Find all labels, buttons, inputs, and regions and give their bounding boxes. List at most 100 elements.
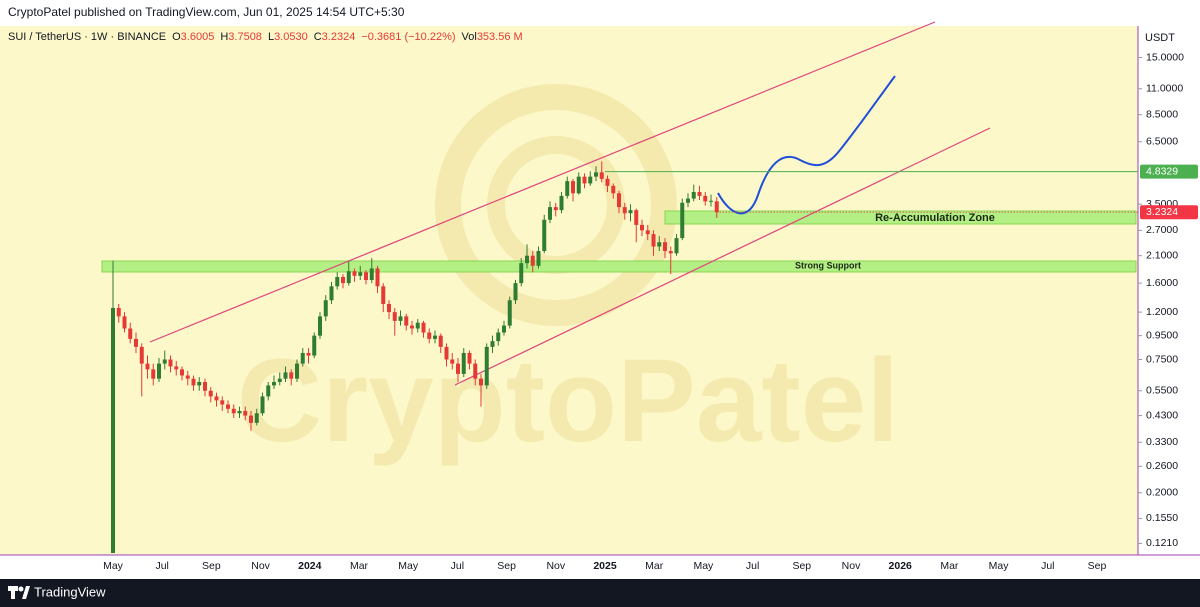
candle-body [657,242,662,247]
legend-key: C [314,31,322,43]
y-tick-label: 8.5000 [1146,109,1178,121]
y-tick-label: 1.6000 [1146,277,1178,289]
y-tick-label: 0.3300 [1146,436,1178,448]
watermark-text: CryptoPatel [237,335,899,467]
y-tick-label: 1.2000 [1146,306,1178,318]
candle-body [231,408,236,414]
legend-value: −0.3681 (−10.22%) [361,31,455,43]
candle-body [243,410,248,416]
y-tick-label: 2.7000 [1146,224,1178,236]
candle-body [421,322,426,333]
x-tick-label: May [103,560,124,572]
y-tick-label: 15.0000 [1146,51,1184,63]
zones: Strong Support Re-Accumulation Zone [101,210,1137,273]
x-tick-label: Nov [251,560,270,572]
candle-body [530,255,535,266]
candle-body [272,381,276,386]
logo-part [18,586,24,592]
candle-body [559,195,564,211]
legend-symbol: SUI / TetherUS · 1W · BINANCE [8,31,166,43]
candle-body [226,404,230,409]
candle-body [438,335,443,347]
y-tick-label: 0.7500 [1146,353,1178,365]
candle-body [387,304,391,313]
x-tick-label: Jul [155,560,168,572]
footer-bar [0,579,1200,607]
accumulation-label: Re-Accumulation Zone [875,212,995,224]
x-tick-label: Mar [645,560,664,572]
candle-body [306,352,311,356]
candle-body [645,230,650,235]
candle-body [381,286,386,305]
candle-body [461,352,466,374]
candle-body [174,366,179,370]
plot-background [0,26,1138,555]
x-tick-label: Mar [940,560,959,572]
legend-key: L [268,31,274,43]
candle-body [467,352,472,364]
watermark: CryptoPatel [237,84,899,467]
x-tick-label: Mar [350,560,369,572]
candle-body [341,276,345,284]
support-label: Strong Support [795,260,861,270]
candle-body [134,338,138,347]
candle-body [588,176,593,184]
candle-body [507,300,512,326]
channel-upper [149,21,936,343]
candle-body [352,271,357,276]
y-tick-label: 0.4300 [1146,409,1178,421]
candle-body [663,242,667,252]
candle-body [691,192,696,199]
candle-body [582,176,587,184]
candle-body [565,181,570,196]
candle-body [404,316,409,326]
candle-body [398,316,403,321]
legend-key: Vol [462,31,477,43]
candle-body [427,332,432,339]
y-tick-label: 0.5500 [1146,385,1178,397]
candle-body [151,369,156,379]
candle-body [191,378,196,386]
last-price-box [1140,205,1198,220]
candle-body [283,372,288,379]
candle-body [576,176,581,194]
candle-body [203,381,207,391]
candle-body [714,201,719,213]
x-tick-label: Sep [202,560,221,572]
candle-body [295,363,299,379]
y-tick-label: 0.1210 [1146,537,1178,549]
candle-body [433,335,437,339]
candle-body [456,363,460,374]
candle-body [628,210,633,214]
x-tick-label: Nov [546,560,565,572]
legend-value: 3.7508 [228,31,262,43]
candle-body [254,413,259,423]
candle-body [369,268,374,281]
candle-body [686,198,690,203]
legend-value: 353.56 M [477,31,523,43]
candle-body [208,390,213,397]
x-tick-label: 2026 [889,560,913,572]
candle-body [157,363,161,379]
candle-body [323,300,328,317]
candle-body [335,276,340,287]
candle-body [450,359,455,364]
candle-body [703,195,708,202]
candle-body [611,185,616,194]
x-tick-label: Sep [1088,560,1107,572]
currency-label: USDT [1145,32,1175,44]
candle-body [542,219,547,252]
accumulation-zone [664,210,1137,225]
candle-body [496,332,501,342]
candle-body [415,322,420,329]
candle-body [479,378,483,386]
candle-body [139,346,144,364]
price-axis [1138,26,1200,555]
x-tick-label: Jul [746,560,759,572]
candle-body [277,378,282,382]
logo-part [11,586,15,599]
candle-body [249,415,253,423]
candle-body [525,255,529,264]
legend-key: O [172,31,181,43]
